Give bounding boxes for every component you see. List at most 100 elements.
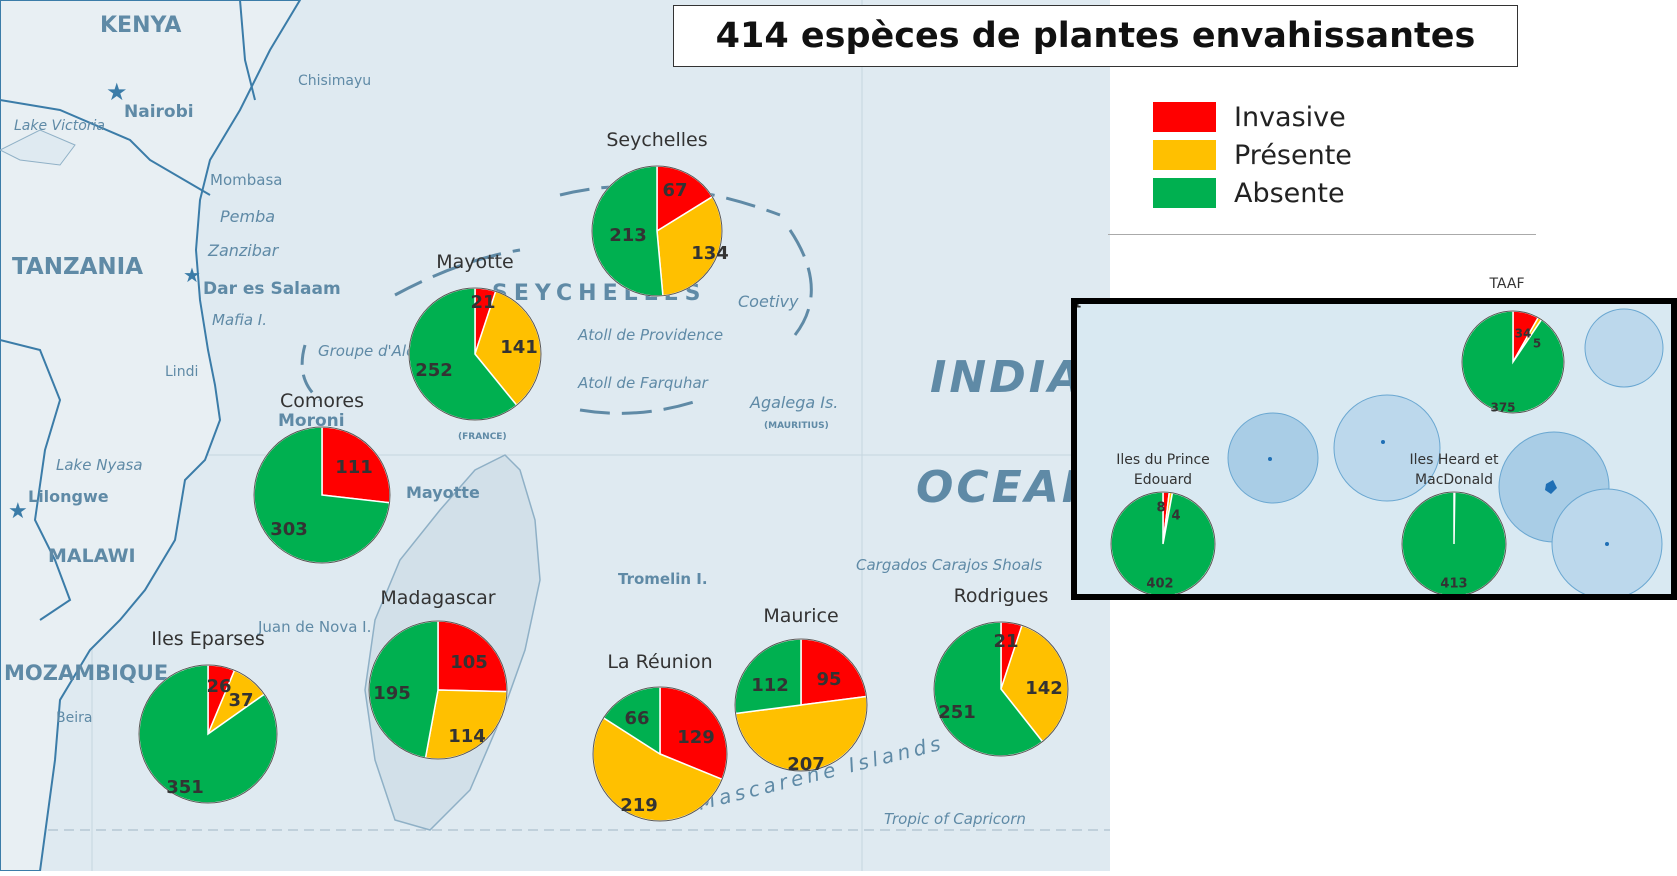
- pie-value-label: 21: [470, 292, 495, 313]
- legend-divider: [1108, 234, 1536, 235]
- pie-value-label: 303: [270, 519, 308, 540]
- seychelles-ring: [300, 344, 321, 402]
- inset-pie-layer: 345 375 84 402 Iles du Prince Edouard 1 413 Iles…: [1077, 304, 1565, 594]
- pie-value-label: 114: [448, 726, 486, 747]
- legend-item-absente: Absente: [1153, 174, 1352, 212]
- lake-victoria-shape: [0, 129, 76, 166]
- pie-value-label: 207: [787, 754, 825, 775]
- map-label-moroni: Moroni: [278, 411, 345, 431]
- map-label-ocean: OCEAN: [916, 462, 1102, 513]
- map-label-dar-es-salaam: Dar es Salaam: [203, 279, 341, 299]
- eez-circle: [1584, 308, 1664, 388]
- pie-value-label: 111: [335, 457, 373, 478]
- legend-swatch-presente: [1153, 140, 1216, 170]
- pie-outline: [734, 638, 868, 772]
- pie-value-label: 129: [677, 727, 715, 748]
- pie-title-label: Comores: [280, 390, 364, 412]
- pie-outline: [368, 620, 508, 760]
- map-label-tanzania: TANZANIA: [12, 254, 143, 280]
- map-label-chisimayu: Chisimayu: [298, 73, 371, 89]
- legend-swatch-absente: [1153, 178, 1216, 208]
- pie-chart: 67 134 213 Seychelles: [591, 129, 729, 297]
- border-line: [0, 99, 211, 196]
- capital-star-icon: ★: [106, 78, 128, 106]
- taaf-inset-map: 345 375 84 402 Iles du Prince Edouard 1 413 Iles…: [1071, 298, 1677, 600]
- pie-value-label: 112: [751, 675, 789, 696]
- map-label-france-small: (FRANCE): [458, 432, 507, 442]
- pie-value-label: 351: [166, 777, 204, 798]
- map-label-lilongwe: Lilongwe: [28, 487, 109, 506]
- map-label-cargados: Cargados Carajos Shoals: [856, 556, 1042, 574]
- pie-value-label: 5: [1533, 337, 1541, 351]
- base-map: KENYA TANZANIA MALAWI MOZAMBIQUE ★ Nairo…: [0, 0, 1122, 872]
- pie-title-label: Edouard: [1134, 472, 1192, 488]
- map-label-lake-victoria: Lake Victoria: [14, 118, 105, 134]
- pie-chart: 21 142 251 Rodrigues: [933, 585, 1069, 757]
- pie-outline: [1110, 491, 1216, 594]
- pie-value-label: 413: [1440, 577, 1467, 592]
- eez-circle: [1227, 412, 1319, 504]
- legend-label-invasive: Invasive: [1234, 101, 1346, 133]
- pie-value-label: 67: [662, 180, 687, 201]
- pie-outline: [592, 686, 728, 822]
- pie-value-label: 402: [1146, 577, 1173, 592]
- border-line: [0, 339, 72, 621]
- pie-layer: 67 134 213 Seychelles 21 141 252 Mayotte 111 303 C…: [138, 129, 1069, 822]
- pie-value-label: 8: [1156, 501, 1165, 516]
- pie-value-label: 252: [415, 360, 453, 381]
- map-label-farquhar: Atoll de Farquhar: [577, 374, 709, 392]
- pie-value-label: 195: [373, 683, 411, 704]
- map-label-lake-nyasa: Lake Nyasa: [56, 456, 143, 474]
- map-label-beira: Beira: [56, 710, 92, 726]
- pie-value-label: 142: [1025, 678, 1063, 699]
- island-dot: [1605, 542, 1609, 546]
- seychelles-ring: [394, 248, 521, 297]
- pie-title-label: Iles Eparses: [151, 628, 265, 650]
- pie-title-label: Seychelles: [606, 129, 707, 151]
- seychelles-ring: [579, 398, 701, 415]
- pie-title-label: Rodrigues: [954, 585, 1049, 607]
- africa-coast: [0, 0, 302, 872]
- pie-value-label: 4: [1171, 509, 1180, 524]
- pie-chart: 84 402 Iles du Prince Edouard: [1110, 452, 1216, 594]
- pie-chart: 1 413 Iles Heard et MacDonald: [1077, 304, 1507, 594]
- pie-value-label: 219: [620, 795, 658, 816]
- inset-svg: [1227, 308, 1664, 594]
- map-label-lindi: Lindi: [165, 364, 198, 380]
- map-label-tromelin: Tromelin I.: [618, 570, 708, 588]
- pie-slice-absente: [1461, 310, 1565, 414]
- pie-value-label: 34: [1515, 327, 1532, 341]
- kerguelen-island-shape: [1545, 480, 1557, 494]
- map-label-juan-de-nova: Juan de Nova I.: [257, 618, 371, 636]
- island-dot: [1268, 457, 1272, 461]
- pie-outline: [408, 287, 542, 421]
- pie-title-label: Madagascar: [380, 587, 495, 609]
- pie-outline: [933, 621, 1069, 757]
- pie-title-label: Iles Heard et: [1409, 452, 1499, 468]
- legend-label-presente: Présente: [1234, 139, 1352, 171]
- pie-value-label: 251: [938, 702, 976, 723]
- pie-title-label: Mayotte: [436, 251, 514, 273]
- pie-value-label: 134: [691, 243, 729, 264]
- map-label-kenya: KENYA: [100, 13, 181, 38]
- legend-item-invasive: Invasive: [1153, 98, 1352, 136]
- pie-value-label: 26: [206, 676, 231, 697]
- pie-value-label: 21: [993, 631, 1018, 652]
- pie-title-label: Maurice: [763, 605, 838, 627]
- pie-value-label: 375: [1490, 401, 1515, 415]
- pie-value-label: 37: [228, 690, 253, 711]
- pie-outline: [138, 664, 278, 804]
- map-label-agalega: Agalega Is.: [749, 393, 838, 412]
- capital-star-icon: ★: [8, 499, 28, 524]
- capital-star-icon: ★: [183, 263, 201, 287]
- eez-circle: [1333, 394, 1441, 502]
- map-label-mauritius-small: (MAURITIUS): [764, 421, 829, 431]
- pie-value-label: 213: [609, 225, 647, 246]
- pie-value-label: 95: [816, 669, 841, 690]
- map-label-providence: Atoll de Providence: [577, 326, 723, 344]
- eez-circle: [1551, 488, 1663, 594]
- island-dot: [1381, 440, 1385, 444]
- chart-title: 414 espèces de plantes envahissantes: [673, 5, 1518, 67]
- map-label-tropic: Tropic of Capricorn: [884, 810, 1026, 828]
